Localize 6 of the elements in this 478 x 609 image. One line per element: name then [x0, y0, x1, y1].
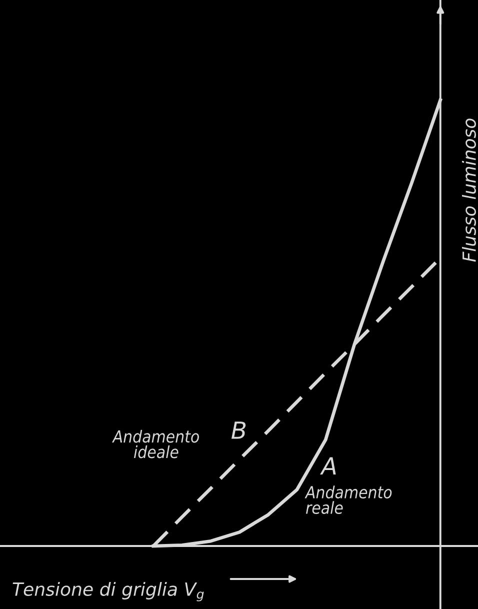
series-label: B [231, 422, 246, 439]
x-axis-title: Tensione di griglia V$_{g}$ [12, 582, 204, 602]
annotation: Andamento ideale [112, 430, 199, 458]
series-label: A [320, 457, 336, 474]
y-axis-title: Flusso luminoso [462, 118, 476, 262]
annotation: Andamento reale [304, 486, 392, 514]
